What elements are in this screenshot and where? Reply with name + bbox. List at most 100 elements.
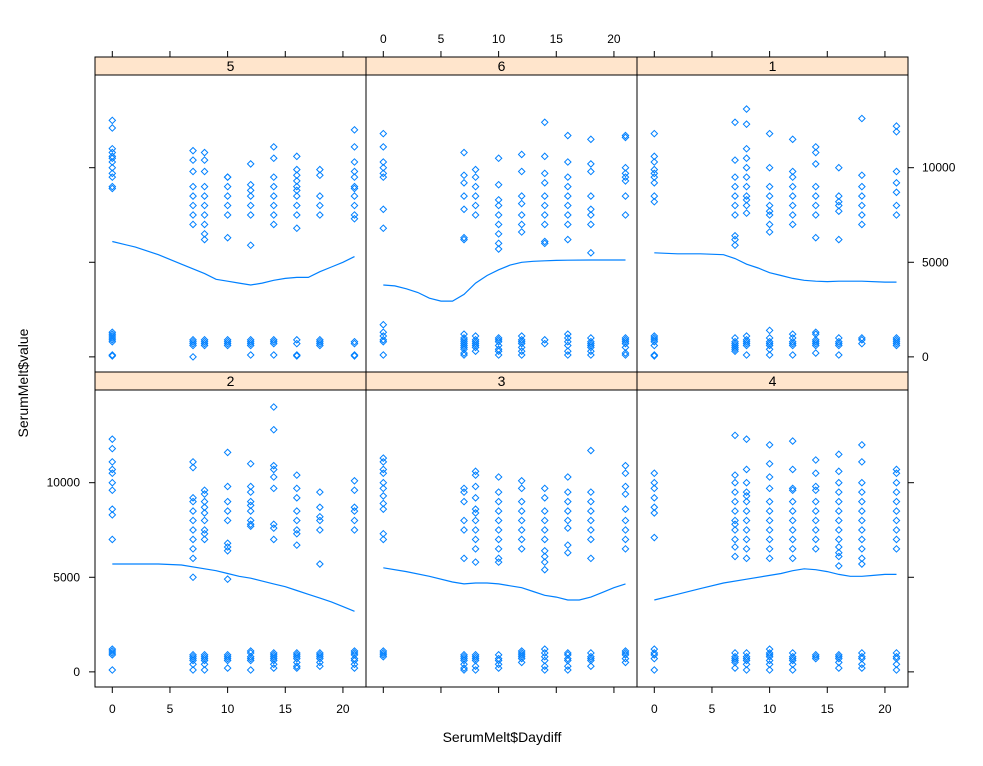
data-point bbox=[731, 656, 739, 665]
data-point bbox=[223, 337, 232, 346]
data-point bbox=[892, 497, 901, 506]
data-point bbox=[246, 201, 255, 210]
data-point bbox=[246, 516, 255, 525]
data-point bbox=[892, 465, 901, 474]
data-point bbox=[834, 507, 843, 515]
data-point bbox=[292, 650, 301, 659]
data-point bbox=[834, 526, 843, 534]
data-point bbox=[379, 335, 388, 344]
data-point bbox=[200, 167, 209, 176]
data-point bbox=[742, 144, 751, 153]
data-point bbox=[650, 341, 659, 350]
data-point bbox=[471, 558, 480, 567]
data-point bbox=[379, 332, 388, 340]
data-point bbox=[315, 650, 324, 659]
data-point bbox=[742, 526, 751, 534]
data-point bbox=[200, 337, 209, 346]
data-point bbox=[788, 484, 797, 493]
y-tick-label: 0 bbox=[922, 350, 929, 364]
data-point bbox=[621, 654, 630, 663]
data-point bbox=[292, 352, 301, 360]
data-point bbox=[892, 188, 901, 197]
data-point bbox=[586, 535, 595, 544]
data-point bbox=[517, 535, 526, 544]
data-point bbox=[494, 507, 503, 515]
data-point bbox=[246, 649, 255, 657]
data-point bbox=[108, 649, 117, 657]
data-point bbox=[471, 516, 480, 525]
data-point bbox=[765, 207, 774, 216]
data-point bbox=[731, 343, 739, 352]
data-point bbox=[292, 471, 301, 480]
y-axis-label: SerumMelt$value bbox=[15, 328, 31, 437]
panel-1: 1 bbox=[636, 56, 909, 373]
data-point bbox=[811, 349, 820, 357]
panel-5: 5 bbox=[94, 56, 367, 373]
data-point bbox=[563, 351, 572, 359]
data-point bbox=[650, 173, 659, 182]
data-point bbox=[563, 211, 572, 219]
data-point bbox=[765, 507, 774, 515]
data-point bbox=[494, 516, 503, 525]
data-point bbox=[788, 330, 797, 339]
data-point bbox=[834, 516, 843, 525]
data-point bbox=[494, 195, 503, 204]
data-point bbox=[811, 339, 820, 348]
data-point bbox=[189, 167, 197, 176]
data-point bbox=[586, 656, 595, 665]
data-point bbox=[460, 526, 468, 534]
data-point bbox=[494, 334, 503, 342]
data-point bbox=[471, 509, 480, 517]
data-point bbox=[246, 339, 255, 348]
data-point bbox=[315, 512, 324, 521]
data-point bbox=[857, 526, 866, 534]
data-point bbox=[788, 465, 797, 474]
data-point bbox=[471, 505, 480, 514]
data-point bbox=[742, 163, 751, 172]
x-tick-label: 0 bbox=[380, 32, 387, 46]
data-point bbox=[742, 105, 751, 113]
data-point bbox=[811, 335, 820, 344]
data-point bbox=[742, 554, 751, 563]
data-point bbox=[292, 529, 301, 538]
data-point bbox=[540, 516, 549, 525]
data-point bbox=[811, 330, 820, 339]
data-point bbox=[494, 535, 503, 544]
x-tick-label: 5 bbox=[709, 702, 716, 716]
data-point bbox=[765, 182, 774, 191]
data-point bbox=[350, 337, 359, 346]
data-point bbox=[223, 546, 232, 555]
data-point bbox=[494, 239, 503, 248]
data-point bbox=[108, 328, 117, 337]
data-point bbox=[350, 214, 359, 223]
data-point bbox=[108, 444, 117, 453]
data-point bbox=[517, 343, 526, 352]
data-point bbox=[460, 171, 468, 180]
data-point bbox=[471, 662, 480, 671]
data-point bbox=[517, 650, 526, 659]
data-point bbox=[189, 182, 197, 191]
data-point bbox=[765, 163, 774, 172]
data-point bbox=[742, 654, 751, 663]
data-point bbox=[834, 192, 843, 200]
data-point bbox=[460, 337, 468, 346]
data-point bbox=[108, 465, 117, 474]
data-point bbox=[892, 335, 901, 344]
data-point bbox=[650, 649, 659, 657]
data-point bbox=[350, 167, 359, 176]
data-point bbox=[223, 173, 232, 182]
data-point bbox=[315, 165, 324, 174]
data-point bbox=[586, 497, 595, 506]
data-point bbox=[788, 654, 797, 663]
data-point bbox=[494, 660, 503, 669]
data-point bbox=[621, 526, 630, 534]
data-point bbox=[292, 224, 301, 233]
data-point bbox=[540, 558, 549, 567]
data-point bbox=[731, 118, 739, 127]
data-point bbox=[621, 339, 630, 348]
data-point bbox=[857, 182, 866, 191]
data-point bbox=[650, 158, 659, 166]
data-point bbox=[765, 211, 774, 219]
data-point bbox=[857, 652, 866, 661]
data-point bbox=[269, 142, 278, 151]
